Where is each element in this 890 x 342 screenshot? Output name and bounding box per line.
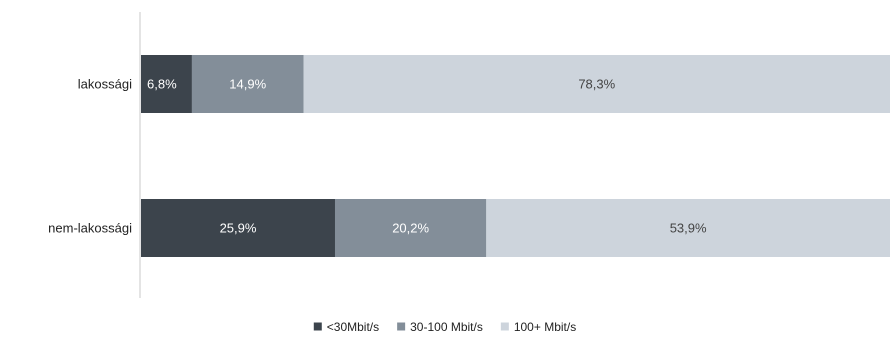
legend-swatch <box>500 322 509 331</box>
category-label: lakossági <box>78 77 132 92</box>
bar-segment <box>486 199 890 257</box>
legend-label: 30-100 Mbit/s <box>410 320 483 334</box>
category-label: nem-lakossági <box>48 221 132 236</box>
bar-segment <box>141 199 335 257</box>
legend-label: <30Mbit/s <box>327 320 379 334</box>
bars-layer: 6,8% 14,9% 78,3% 25,9% 20,2% 53,9% <box>141 55 890 257</box>
bar-value-label: 25,9% <box>220 221 257 236</box>
legend: <30Mbit/s 30-100 Mbit/s 100+ Mbit/s <box>313 320 576 334</box>
bar-segment <box>141 55 192 113</box>
legend-label: 100+ Mbit/s <box>514 320 576 334</box>
category-labels: lakossági nem-lakossági <box>48 77 132 236</box>
bar-value-label: 6,8% <box>147 77 177 92</box>
bar-segment <box>334 199 487 257</box>
bar-segment <box>303 55 890 113</box>
bar-value-label: 20,2% <box>392 221 429 236</box>
legend-swatch <box>397 322 406 331</box>
bar-value-label: 14,9% <box>229 77 266 92</box>
legend-swatch <box>313 322 322 331</box>
bar-value-label: 53,9% <box>670 221 707 236</box>
bar-segment <box>191 55 304 113</box>
bar-value-label: 78,3% <box>578 77 615 92</box>
